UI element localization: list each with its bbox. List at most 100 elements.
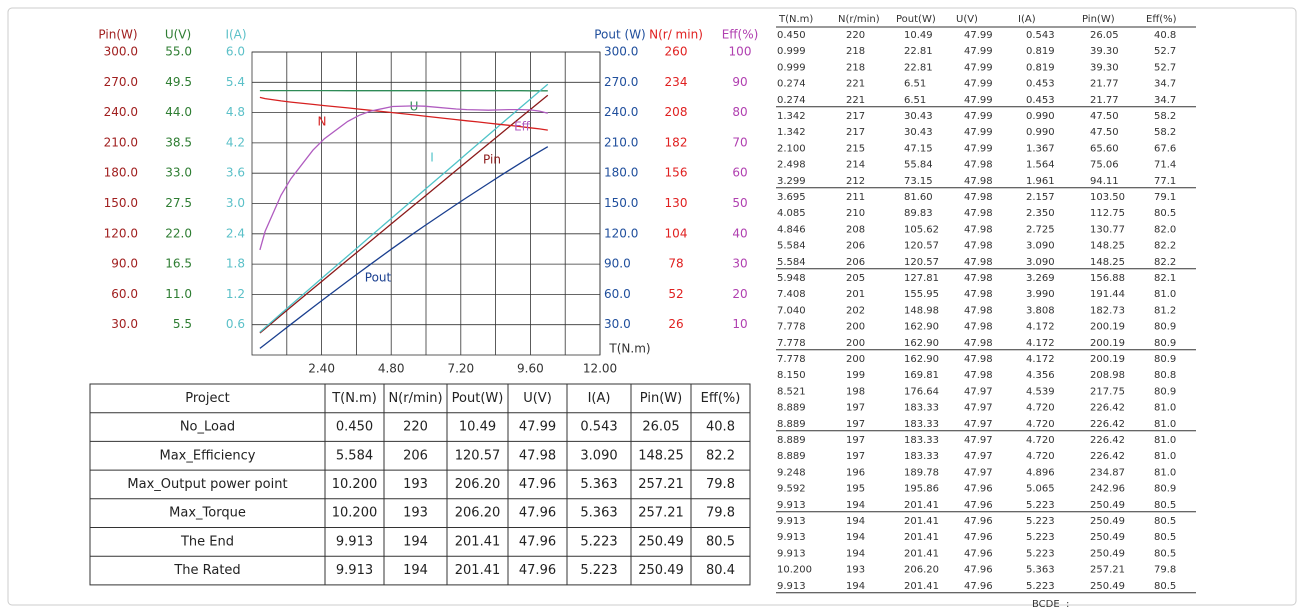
table-cell: 81.0 [1154,419,1176,430]
y-tick-label: 26 [668,317,683,331]
y-tick-label: 240.0 [104,105,138,119]
table-cell: 81.0 [1154,403,1176,414]
series-line [259,94,549,334]
table-cell: 208.98 [1090,370,1125,381]
series-label: Eff [514,120,531,134]
table-header: Project [185,391,229,406]
table-cell: 7.778 [777,338,806,349]
table-cell: 47.98 [964,208,993,219]
axis-title: Pout (W) [594,28,646,42]
table-cell: 80.5 [1154,532,1176,543]
table-cell: 2.350 [1026,208,1055,219]
y-tick-label: 16.5 [165,257,192,271]
table-cell: 217 [846,127,865,138]
table-cell: 9.913 [777,581,806,592]
table-cell: 81.60 [904,192,933,203]
table-cell: 250.49 [638,563,684,578]
series-line [259,96,548,131]
table-cell: 4.720 [1026,403,1055,414]
table-cell: 80.5 [1154,500,1176,511]
y-tick-label: 3.0 [226,196,245,210]
y-tick-label: 4.2 [226,135,245,149]
frame [7,7,1297,606]
table-cell: 195.86 [904,484,939,495]
y-tick-label: 1.8 [226,257,245,271]
table-cell: 47.50 [1090,127,1119,138]
table-cell: 9.248 [777,467,806,478]
axis-title: N(r/ min) [649,28,703,42]
table-cell: 47.96 [519,477,556,492]
table-cell: 169.81 [904,370,939,381]
table-cell: 5.363 [1026,565,1055,576]
table-cell: 4.896 [1026,467,1055,478]
table-cell: 0.453 [1026,79,1055,90]
table-cell: 200 [846,322,865,333]
y-tick-label: 49.5 [165,75,192,89]
y-tick-label: 234 [665,75,688,89]
table-cell: 200.19 [1090,338,1125,349]
table-cell: 73.15 [904,176,933,187]
table-cell: 22.81 [904,62,933,73]
table-cell: 0.543 [1026,30,1055,41]
table-cell: 0.450 [777,30,806,41]
table-cell: 5.584 [777,241,806,252]
table-cell: 67.6 [1154,143,1176,154]
y-tick-label: 150.0 [104,196,138,210]
table-cell: 4.172 [1026,322,1055,333]
table-cell: 7.040 [777,305,806,316]
table-cell: 58.2 [1154,127,1176,138]
table-cell: 8.889 [777,451,806,462]
table-cell: 71.4 [1154,160,1176,171]
table-cell: 198 [846,386,865,397]
table-cell: 7.408 [777,289,806,300]
table-cell: 193 [403,506,428,521]
table-cell: 4.846 [777,224,806,235]
table-cell: 47.99 [519,420,556,435]
y-tick-label: 11.0 [165,287,192,301]
table-cell: 208 [846,224,865,235]
table-cell: 206.20 [455,506,501,521]
table-cell: 47.98 [964,338,993,349]
table-cell: 148.98 [904,305,939,316]
table-cell: 9.913 [777,516,806,527]
table-cell: 0.990 [1026,127,1055,138]
table-cell: 218 [846,62,865,73]
table-cell: 5.363 [580,506,617,521]
table-cell: 105.62 [904,224,939,235]
axis-title: U(V) [165,28,191,42]
table-cell: 200.19 [1090,322,1125,333]
y-tick-label: 44.0 [165,105,192,119]
table-cell: 211 [846,192,865,203]
table-cell: 21.77 [1090,79,1119,90]
table-cell: 0.274 [777,95,806,106]
table-cell: 2.725 [1026,224,1055,235]
table-cell: 1.961 [1026,176,1055,187]
table-cell: 206 [846,257,865,268]
table-cell: 206 [846,241,865,252]
table-cell: 250.49 [1090,516,1125,527]
table-cell: 47.98 [964,354,993,365]
table-cell: 47.99 [964,143,993,154]
y-tick-label: 104 [665,226,688,240]
table-cell: 214 [846,160,865,171]
series-line [259,146,549,349]
table-cell: 5.223 [580,563,617,578]
table-cell: 250.49 [638,534,684,549]
table-cell: 47.98 [964,192,993,203]
table-cell: 4.720 [1026,435,1055,446]
y-tick-label: 30 [732,257,747,271]
table-cell: 5.948 [777,273,806,284]
y-tick-label: 210.0 [604,135,638,149]
table-cell: 197 [846,403,865,414]
table-cell: 10.49 [904,30,933,41]
series-label: I [430,151,434,165]
table-cell: 47.97 [964,435,993,446]
table-cell: 0.274 [777,79,806,90]
y-tick-label: 210.0 [104,135,138,149]
table-cell: 210 [846,208,865,219]
table-cell: 197 [846,451,865,462]
table-cell: 194 [846,500,865,511]
table-cell: 0.543 [580,420,617,435]
table-cell: 200 [846,338,865,349]
x-tick-label: 12.00 [583,362,617,376]
